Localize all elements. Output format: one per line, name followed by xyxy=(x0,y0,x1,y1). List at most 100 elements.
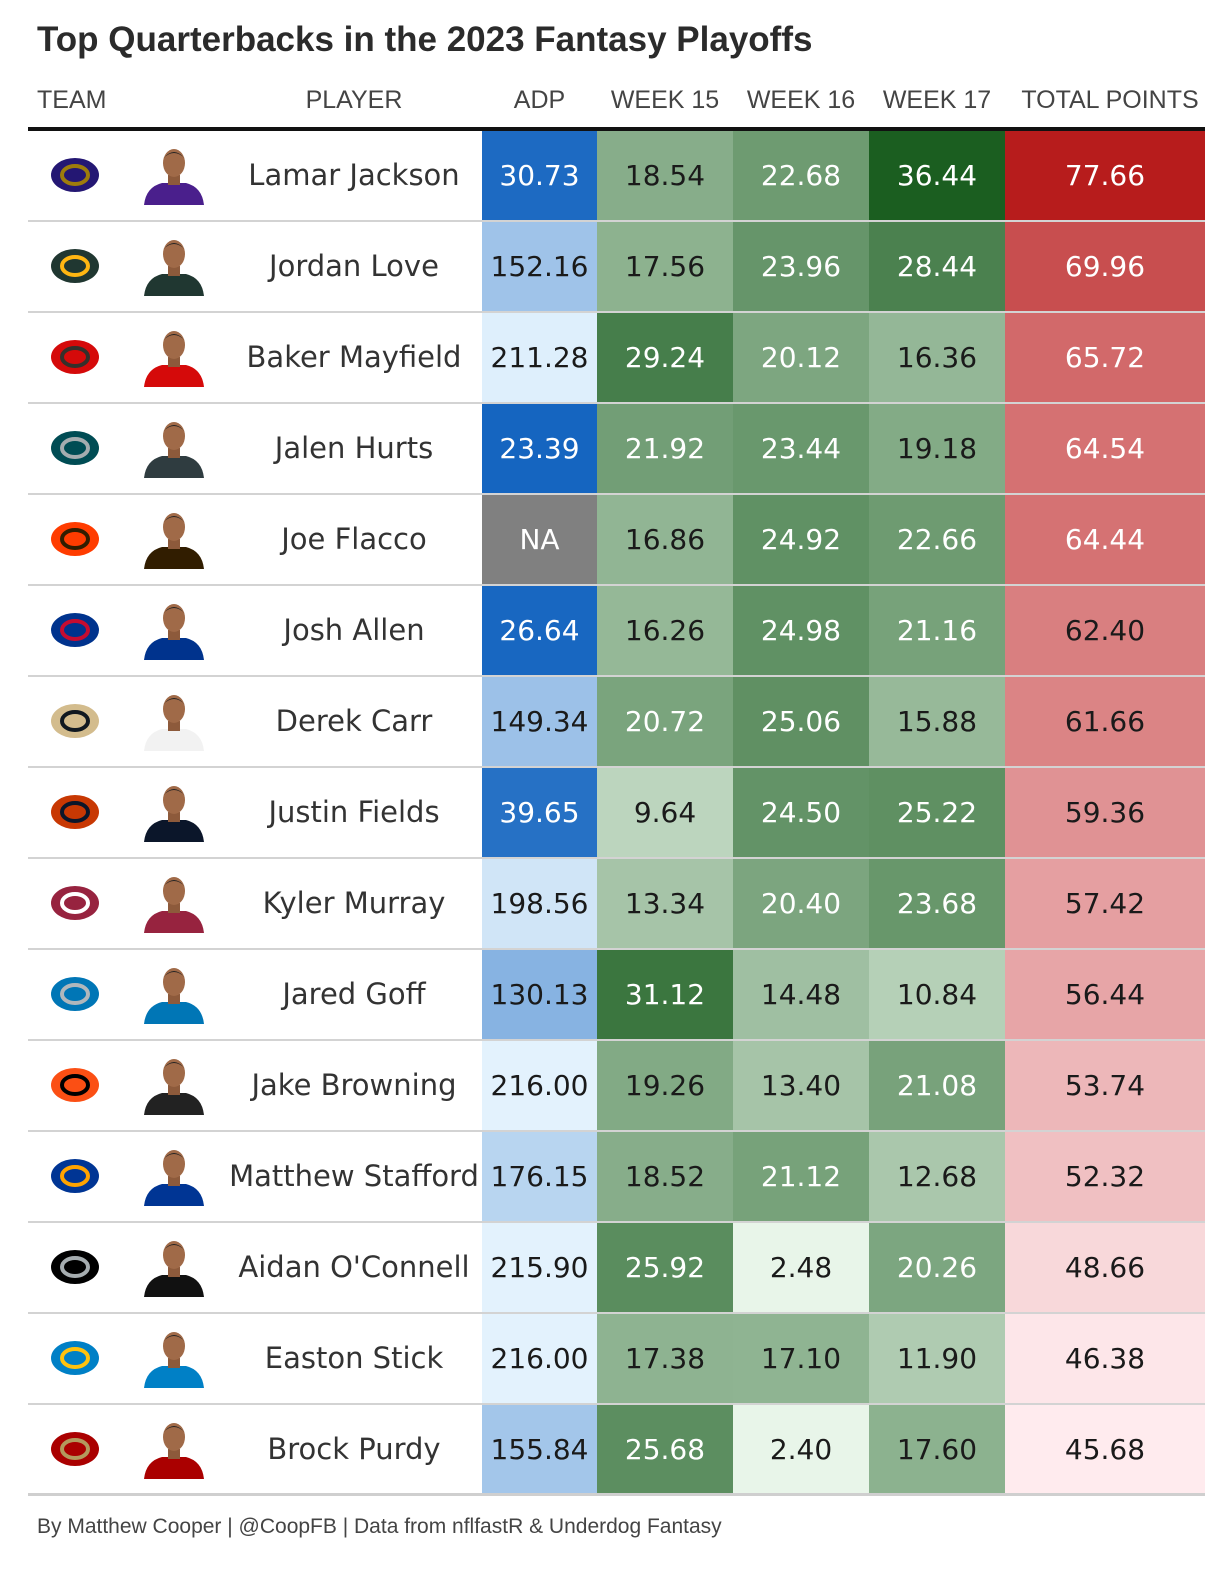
table-row: Justin Fields 39.65 9.64 24.50 25.22 59.36 xyxy=(28,768,1205,859)
player-name: Lamar Jackson xyxy=(248,158,460,192)
total-points-cell: 52.32 xyxy=(1005,1132,1205,1221)
total-points-cell: 59.36 xyxy=(1005,768,1205,857)
adp-cell: 211.28 xyxy=(482,313,597,402)
total-points-cell: 62.40 xyxy=(1005,586,1205,675)
table-row: Baker Mayfield 211.28 29.24 20.12 16.36 65.72 xyxy=(28,313,1205,404)
week-15-cell: 18.54 xyxy=(597,131,733,220)
total-points-cell: 69.96 xyxy=(1005,222,1205,311)
player-name: Jared Goff xyxy=(282,977,426,1011)
total-points-cell: 53.74 xyxy=(1005,1041,1205,1130)
player-headshot-icon xyxy=(144,968,204,1024)
adp-cell: 155.84 xyxy=(482,1405,597,1494)
week-15-cell: 17.56 xyxy=(597,222,733,311)
table-row: Kyler Murray 198.56 13.34 20.40 23.68 57.42 xyxy=(28,859,1205,950)
week-15-cell: 13.34 xyxy=(597,859,733,948)
adp-cell: 39.65 xyxy=(482,768,597,857)
week-17-cell: 20.26 xyxy=(869,1223,1005,1312)
adp-cell: 216.00 xyxy=(482,1314,597,1403)
table-row: Matthew Stafford 176.15 18.52 21.12 12.68 52.… xyxy=(28,1132,1205,1223)
week-16-cell: 2.40 xyxy=(733,1405,869,1494)
week-17-cell: 12.68 xyxy=(869,1132,1005,1221)
player-name: Easton Stick xyxy=(264,1341,444,1375)
total-points-cell: 64.54 xyxy=(1005,404,1205,493)
table-row: Aidan O'Connell 215.90 25.92 2.48 20.26 48.66 xyxy=(28,1223,1205,1314)
table-row: Jalen Hurts 23.39 21.92 23.44 19.18 64.54 xyxy=(28,404,1205,495)
adp-cell: 30.73 xyxy=(482,131,597,220)
total-points-cell: 77.66 xyxy=(1005,131,1205,220)
week-15-cell: 16.26 xyxy=(597,586,733,675)
week-15-cell: 16.86 xyxy=(597,495,733,584)
header-week-15: WEEK 15 xyxy=(610,86,720,114)
header-divider xyxy=(28,127,1205,131)
table-row: Lamar Jackson 30.73 18.54 22.68 36.44 77.66 xyxy=(28,131,1205,222)
player-name: Kyler Murray xyxy=(262,886,446,920)
player-headshot-icon xyxy=(144,513,204,569)
header-week-16: WEEK 16 xyxy=(746,86,856,114)
week-17-cell: 21.08 xyxy=(869,1041,1005,1130)
table-row: Joe Flacco NA 16.86 24.92 22.66 64.44 xyxy=(28,495,1205,586)
week-16-cell: 20.12 xyxy=(733,313,869,402)
week-15-cell: 31.12 xyxy=(597,950,733,1039)
total-points-cell: 61.66 xyxy=(1005,677,1205,766)
week-16-cell: 21.12 xyxy=(733,1132,869,1221)
player-name: Joe Flacco xyxy=(281,522,427,556)
week-16-cell: 24.98 xyxy=(733,586,869,675)
player-headshot-icon xyxy=(144,1059,204,1115)
week-16-cell: 23.96 xyxy=(733,222,869,311)
adp-cell: 26.64 xyxy=(482,586,597,675)
week-17-cell: 10.84 xyxy=(869,950,1005,1039)
packers-logo-icon xyxy=(51,249,99,283)
week-15-cell: 20.72 xyxy=(597,677,733,766)
player-headshot-icon xyxy=(144,1332,204,1388)
table-body: Lamar Jackson 30.73 18.54 22.68 36.44 77.66 Jo… xyxy=(28,131,1205,1496)
week-15-cell: 25.68 xyxy=(597,1405,733,1494)
player-name: Jake Browning xyxy=(251,1068,457,1102)
player-headshot-icon xyxy=(144,149,204,205)
rams-logo-icon xyxy=(51,1159,99,1193)
player-name: Justin Fields xyxy=(268,795,440,829)
adp-cell: NA xyxy=(482,495,597,584)
player-name: Josh Allen xyxy=(283,613,425,647)
player-headshot-icon xyxy=(144,1423,204,1479)
header-adp: ADP xyxy=(513,86,566,114)
raiders-logo-icon xyxy=(51,1250,99,1284)
adp-cell: 215.90 xyxy=(482,1223,597,1312)
adp-cell: 23.39 xyxy=(482,404,597,493)
player-name: Brock Purdy xyxy=(267,1432,441,1466)
week-17-cell: 16.36 xyxy=(869,313,1005,402)
player-headshot-icon xyxy=(144,240,204,296)
week-15-cell: 19.26 xyxy=(597,1041,733,1130)
week-15-cell: 9.64 xyxy=(597,768,733,857)
week-16-cell: 25.06 xyxy=(733,677,869,766)
week-15-cell: 17.38 xyxy=(597,1314,733,1403)
adp-cell: 130.13 xyxy=(482,950,597,1039)
player-headshot-icon xyxy=(144,331,204,387)
week-16-cell: 2.48 xyxy=(733,1223,869,1312)
ravens-logo-icon xyxy=(51,158,99,192)
chart-title: Top Quarterbacks in the 2023 Fantasy Pla… xyxy=(37,20,813,59)
player-headshot-icon xyxy=(144,604,204,660)
week-17-cell: 17.60 xyxy=(869,1405,1005,1494)
table-bottom-divider xyxy=(28,1493,1205,1496)
table-row: Derek Carr 149.34 20.72 25.06 15.88 61.66 xyxy=(28,677,1205,768)
cardinals-logo-icon xyxy=(51,886,99,920)
week-16-cell: 24.92 xyxy=(733,495,869,584)
bears-logo-icon xyxy=(51,795,99,829)
table-row: Jared Goff 130.13 31.12 14.48 10.84 56.44 xyxy=(28,950,1205,1041)
browns-logo-icon xyxy=(51,522,99,556)
week-16-cell: 20.40 xyxy=(733,859,869,948)
player-headshot-icon xyxy=(144,695,204,751)
player-headshot-icon xyxy=(144,1150,204,1206)
week-17-cell: 19.18 xyxy=(869,404,1005,493)
buccaneers-logo-icon xyxy=(51,340,99,374)
footer-credit: By Matthew Cooper | @CoopFB | Data from … xyxy=(37,1515,722,1538)
week-17-cell: 25.22 xyxy=(869,768,1005,857)
week-16-cell: 13.40 xyxy=(733,1041,869,1130)
bills-logo-icon xyxy=(51,613,99,647)
adp-cell: 149.34 xyxy=(482,677,597,766)
chargers-logo-icon xyxy=(51,1341,99,1375)
week-17-cell: 28.44 xyxy=(869,222,1005,311)
week-16-cell: 17.10 xyxy=(733,1314,869,1403)
week-16-cell: 14.48 xyxy=(733,950,869,1039)
week-15-cell: 18.52 xyxy=(597,1132,733,1221)
